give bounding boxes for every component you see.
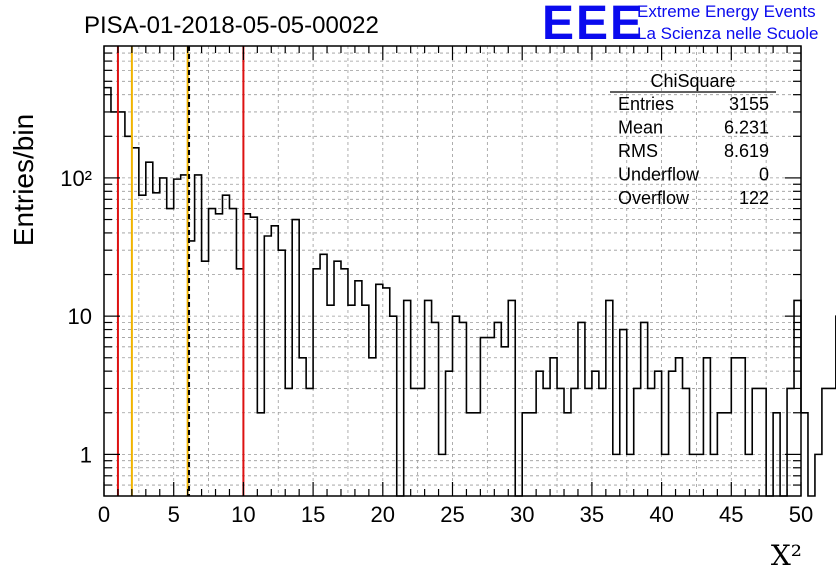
y-tick-label: 1 [80, 442, 92, 467]
x-tick-label: 45 [719, 502, 743, 527]
stats-value: 6.231 [724, 118, 769, 138]
x-tick-label: 10 [231, 502, 255, 527]
stats-value: 3155 [729, 94, 769, 114]
x-tick-label: 20 [371, 502, 395, 527]
stats-label: RMS [618, 141, 658, 161]
x-tick-label: 40 [649, 502, 673, 527]
x-tick-label: 50 [789, 502, 813, 527]
chart-title: PISA-01-2018-05-05-00022 [84, 12, 379, 39]
eee-logo-line2: La Scienza nelle Scuole [637, 24, 818, 43]
x-tick-label: 0 [98, 502, 110, 527]
x-tick-label: 35 [580, 502, 604, 527]
reference-lines [116, 46, 245, 496]
histogram-series [104, 86, 836, 497]
eee-logo-text: EEE [542, 0, 644, 50]
x-axis-label: X² [771, 539, 802, 572]
stats-box: ChiSquare Entries 3155 Mean 6.231 RMS 8.619 Un… [610, 71, 776, 208]
x-tick-label: 5 [168, 502, 180, 527]
histogram-outline [104, 86, 836, 497]
stats-label: Underflow [618, 165, 700, 185]
axis-ticks [103, 46, 802, 496]
stats-value: 8.619 [724, 141, 769, 161]
stats-rows: Entries 3155 Mean 6.231 RMS 8.619 Underflow 0 Ov… [618, 94, 769, 208]
x-tick-label: 25 [440, 502, 464, 527]
y-tick-label: 10 [68, 304, 92, 329]
stats-label: Mean [618, 118, 663, 138]
eee-logo: EEE Extreme Energy Events La Scienza nel… [542, 0, 818, 50]
y-tick-label: 10² [60, 166, 92, 191]
grid [104, 46, 801, 496]
eee-logo-line1: Extreme Energy Events [637, 2, 816, 21]
x-tick-labels: 0 5 10 15 20 25 30 35 40 45 50 [98, 502, 813, 527]
stats-label: Overflow [618, 188, 690, 208]
stats-value: 0 [759, 165, 769, 185]
x-tick-label: 15 [301, 502, 325, 527]
stats-label: Entries [618, 94, 674, 114]
stats-title: ChiSquare [650, 71, 735, 91]
x-tick-label: 30 [510, 502, 534, 527]
stats-value: 122 [739, 188, 769, 208]
y-axis-label: Entries/bin [8, 114, 39, 246]
y-tick-labels: 1 10 10² [60, 166, 92, 467]
